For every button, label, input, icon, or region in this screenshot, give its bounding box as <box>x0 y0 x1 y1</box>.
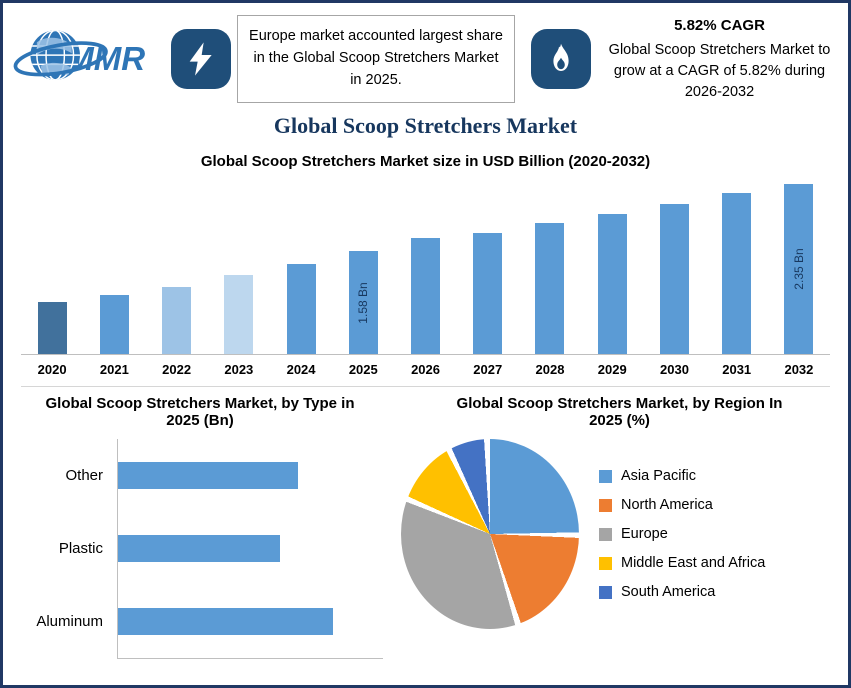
bar-value-label-2032: 2.35 Bn <box>791 248 806 290</box>
bar-2025: 1.58 Bn <box>348 251 378 354</box>
legend-item-south-america: South America <box>599 584 765 600</box>
bar-value-label-2025: 1.58 Bn <box>356 281 371 324</box>
market-size-categories: 2020 2021 2022 2023 2024 2025 2026 2027 2028 2029… <box>21 355 830 387</box>
market-size-chart-title: Global Scoop Stretchers Market size in U… <box>200 153 651 170</box>
legend-label-south-america: South America <box>621 584 716 600</box>
type-bar-area-other <box>117 439 383 512</box>
bar-2026 <box>411 238 441 354</box>
axis-label-2021: 2021 <box>99 362 129 377</box>
type-bar-plastic <box>118 535 281 562</box>
bar-column-2023 <box>208 180 270 354</box>
legend-swatch-middle-east-and-africa <box>599 556 612 570</box>
bar-column-2022 <box>145 180 207 354</box>
region-chart-title: Global Scoop Stretchers Market, by Regio… <box>456 395 783 429</box>
market-size-bars: 1.58 Bn 2.35 Bn <box>21 180 830 355</box>
type-chart: Global Scoop Stretchers Market, by Type … <box>17 395 383 659</box>
region-pie <box>401 439 579 629</box>
flame-badge-wrap <box>531 29 591 89</box>
axis-label-2031: 2031 <box>722 362 752 377</box>
legend-swatch-south-america <box>599 585 612 599</box>
bar-column-2031 <box>706 180 768 354</box>
legend-item-europe: Europe <box>599 526 765 542</box>
legend-item-middle-east-and-africa: Middle East and Africa <box>599 555 765 571</box>
bar-2023 <box>224 274 254 354</box>
bar-2028 <box>535 222 565 354</box>
type-chart-title: Global Scoop Stretchers Market, by Type … <box>45 395 355 429</box>
region-legend: Asia Pacific North America Europe Middle Ea… <box>599 468 765 600</box>
axis-label-2020: 2020 <box>37 362 67 377</box>
axis-label-2032: 2032 <box>784 362 814 377</box>
type-label-other: Other <box>65 467 103 484</box>
highlight-note-text: Europe market accounted largest share in… <box>249 28 503 88</box>
bar-2020 <box>37 301 67 354</box>
type-label-aluminum: Aluminum <box>36 613 103 630</box>
legend-label-europe: Europe <box>621 526 668 542</box>
legend-swatch-north-america <box>599 498 612 512</box>
type-row-other: Other <box>17 439 383 512</box>
legend-swatch-asia-pacific <box>599 469 612 483</box>
bar-column-2027 <box>457 180 519 354</box>
lightning-icon <box>171 29 231 89</box>
bar-column-2026 <box>394 180 456 354</box>
cagr-title: 5.82% CAGR <box>674 17 765 35</box>
axis-label-2027: 2027 <box>473 362 503 377</box>
header: MMR Europe market accounted l <box>13 11 840 107</box>
bar-2029 <box>597 213 627 354</box>
mmr-logo-graphic: MMR <box>13 29 145 80</box>
type-row-aluminum: Aluminum <box>17 585 383 658</box>
cagr-box: 5.82% CAGR Global Scoop Stretchers Marke… <box>599 15 840 103</box>
bar-2024 <box>286 264 316 354</box>
legend-label-middle-east-and-africa: Middle East and Africa <box>621 555 766 571</box>
axis-label-2022: 2022 <box>162 362 192 377</box>
highlight-note: Europe market accounted largest share in… <box>237 15 515 103</box>
bar-2021 <box>99 294 129 354</box>
bar-2032: 2.35 Bn <box>784 184 814 354</box>
bar-column-2030 <box>643 180 705 354</box>
bar-2031 <box>722 193 752 354</box>
bar-2022 <box>162 287 192 354</box>
market-size-chart: Global Scoop Stretchers Market size in U… <box>21 153 830 387</box>
type-bar-area-plastic <box>117 512 383 585</box>
cagr-text: Global Scoop Stretchers Market to grow a… <box>608 41 831 100</box>
mmr-logo: MMR <box>13 17 171 102</box>
axis-label-2028: 2028 <box>535 362 565 377</box>
axis-label-2023: 2023 <box>224 362 254 377</box>
axis-label-2024: 2024 <box>286 362 316 377</box>
bar-column-2028 <box>519 180 581 354</box>
region-pie-row: Asia Pacific North America Europe Middle Ea… <box>401 439 838 629</box>
bar-column-2025: 1.58 Bn <box>332 180 394 354</box>
legend-item-north-america: North America <box>599 497 765 513</box>
type-chart-rows: Other Plastic Aluminum <box>17 439 383 658</box>
flame-glyph <box>553 43 569 72</box>
type-bar-aluminum <box>118 608 334 635</box>
type-chart-x-axis <box>117 658 383 659</box>
bar-column-2029 <box>581 180 643 354</box>
bar-column-2021 <box>83 180 145 354</box>
legend-label-north-america: North America <box>621 497 713 513</box>
axis-label-2025: 2025 <box>348 362 378 377</box>
type-label-plastic: Plastic <box>58 540 103 557</box>
bar-column-2020 <box>21 180 83 354</box>
lightning-glyph <box>189 42 212 76</box>
bar-2030 <box>659 203 689 354</box>
type-row-plastic: Plastic <box>17 512 383 585</box>
flame-icon <box>531 29 591 89</box>
type-bar-area-aluminum <box>117 585 383 658</box>
bar-2027 <box>473 233 503 354</box>
page-title: Global Scoop Stretchers Market <box>273 113 578 138</box>
bar-column-2024 <box>270 180 332 354</box>
legend-label-asia-pacific: Asia Pacific <box>621 468 696 484</box>
axis-label-2026: 2026 <box>411 362 440 377</box>
bottom-charts: Global Scoop Stretchers Market, by Type … <box>17 395 838 679</box>
legend-swatch-europe <box>599 527 612 541</box>
bar-column-2032: 2.35 Bn <box>768 180 830 354</box>
region-chart: Global Scoop Stretchers Market, by Regio… <box>401 395 838 629</box>
axis-label-2030: 2030 <box>660 362 689 377</box>
legend-item-asia-pacific: Asia Pacific <box>599 468 765 484</box>
axis-label-2029: 2029 <box>597 362 627 377</box>
type-bar-other <box>118 462 299 489</box>
